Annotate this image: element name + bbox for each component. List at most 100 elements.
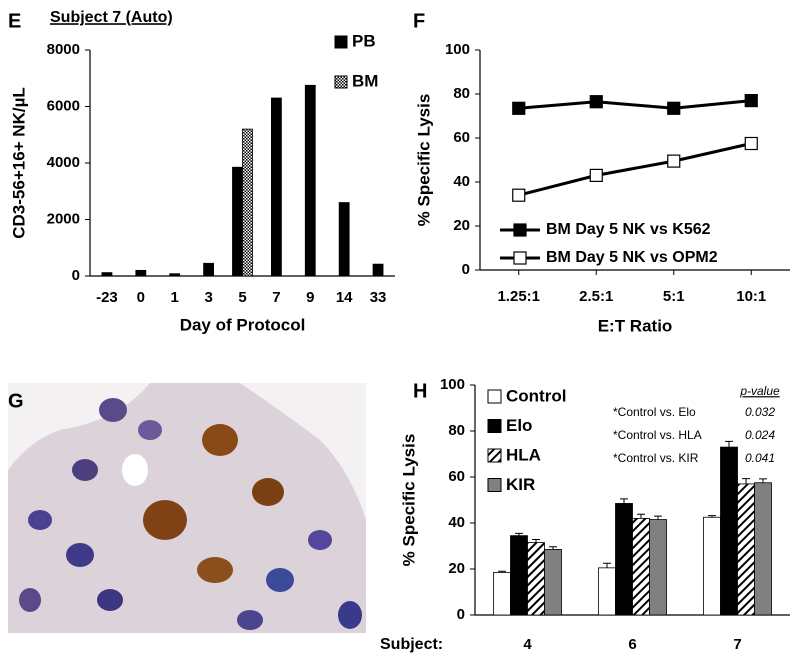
x-tick-label: 6: [628, 636, 636, 653]
marker: [512, 101, 526, 115]
marker: [667, 154, 681, 168]
legend-label: Control: [506, 386, 566, 405]
x-tick-label: 14: [336, 289, 353, 306]
y-tick-label: 4000: [47, 154, 80, 171]
y-tick-label: 100: [440, 376, 465, 393]
y-tick-label: 100: [445, 41, 470, 58]
bar: [372, 263, 384, 277]
x-tick-label: 1.25:1: [497, 288, 540, 305]
panel-label: G: [8, 390, 24, 412]
error-bar: [654, 515, 662, 520]
bar: [101, 272, 113, 277]
bar: [754, 482, 772, 616]
y-tick-label: 8000: [47, 41, 80, 58]
error-bar: [603, 562, 611, 568]
comparison-label: *Control vs. Elo: [613, 405, 696, 419]
y-tick-label: 20: [448, 560, 465, 577]
line: [518, 99, 752, 110]
x-tick-label: 1: [171, 289, 179, 306]
bar: [703, 516, 721, 616]
error-bar: [725, 440, 733, 448]
legend-swatch: [487, 419, 502, 433]
x-axis-label: Subject:: [380, 636, 443, 653]
bar: [270, 97, 282, 277]
y-tick-label: 60: [448, 468, 465, 485]
legend-label: HLA: [506, 445, 541, 464]
x-axis-label: Day of Protocol: [180, 315, 306, 334]
bar: [632, 518, 650, 616]
legend-label: BM Day 5 NK vs OPM2: [546, 249, 718, 266]
y-axis-label: % Specific Lysis: [399, 434, 418, 567]
x-tick-label: 5: [238, 289, 246, 306]
marker: [512, 188, 526, 202]
bar: [203, 262, 215, 277]
legend-swatch: [487, 448, 502, 463]
y-tick-label: 80: [448, 422, 465, 439]
chart-title: Subject 7 (Auto): [50, 9, 173, 26]
x-tick-label: 9: [306, 289, 314, 306]
y-axis-label: % Specific Lysis: [414, 94, 433, 227]
panel-label: H: [413, 380, 427, 402]
bar: [510, 535, 528, 616]
legend-swatch: [334, 35, 348, 49]
bar: [544, 549, 562, 616]
panel-label: E: [8, 10, 21, 32]
error-bar: [549, 546, 557, 550]
x-tick-label: 33: [370, 289, 387, 306]
y-tick-label: 2000: [47, 210, 80, 227]
x-tick-label: 4: [523, 636, 532, 653]
error-bar: [532, 539, 540, 543]
error-bar: [498, 570, 506, 573]
line: [518, 142, 752, 197]
x-axis-label: E:T Ratio: [598, 316, 673, 335]
pvalue: 0.041: [745, 451, 775, 465]
x-tick-label: 7: [272, 289, 280, 306]
y-tick-label: 6000: [47, 97, 80, 114]
pvalue-header: p-value: [739, 384, 780, 398]
legend-label: BM Day 5 NK vs K562: [546, 221, 711, 238]
bar: [649, 519, 667, 616]
legend-marker: [513, 223, 527, 237]
bar: [737, 483, 755, 616]
error-bar: [759, 478, 767, 483]
comparison-label: *Control vs. KIR: [613, 451, 699, 465]
bar: [527, 542, 545, 616]
y-tick-label: 0: [462, 261, 470, 278]
pvalue: 0.024: [745, 428, 775, 442]
comparison-label: *Control vs. HLA: [613, 428, 702, 442]
bar: [169, 273, 181, 277]
y-tick-label: 40: [453, 173, 470, 190]
y-tick-label: 60: [453, 129, 470, 146]
panel-label: F: [413, 10, 425, 32]
x-tick-label: -23: [96, 289, 118, 306]
legend-label: BM: [352, 71, 378, 90]
error-bar: [515, 532, 523, 536]
marker: [589, 168, 603, 182]
marker: [589, 95, 603, 109]
error-bar: [742, 478, 750, 484]
legend-swatch: [487, 478, 502, 492]
marker: [667, 101, 681, 115]
legend-swatch: [334, 75, 348, 89]
bar: [493, 572, 511, 616]
x-tick-label: 0: [137, 289, 145, 306]
y-tick-label: 0: [457, 606, 465, 623]
bar: [242, 128, 253, 277]
bar: [598, 567, 616, 616]
y-axis-label: CD3-56+16+ NK/µL: [9, 87, 28, 239]
bar: [615, 503, 633, 616]
pvalue: 0.032: [745, 405, 775, 419]
y-tick-label: 40: [448, 514, 465, 531]
x-tick-label: 5:1: [663, 288, 685, 305]
marker: [744, 93, 758, 108]
y-tick-label: 0: [72, 267, 80, 284]
bar: [232, 166, 243, 277]
micrograph: [8, 383, 366, 633]
x-tick-label: 10:1: [736, 288, 766, 305]
legend-marker: [513, 251, 527, 265]
x-tick-label: 2.5:1: [579, 288, 613, 305]
bar: [135, 269, 147, 277]
legend-label: Elo: [506, 416, 532, 435]
bar: [304, 84, 316, 277]
